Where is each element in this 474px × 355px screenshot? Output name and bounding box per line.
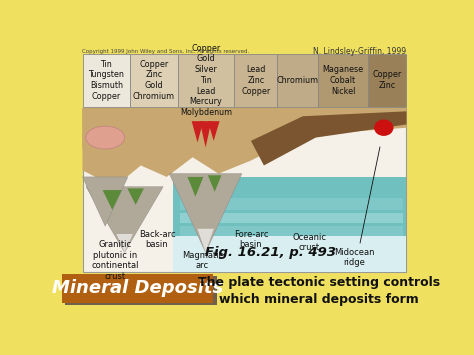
Text: Back-arc
basin: Back-arc basin (139, 230, 175, 249)
Polygon shape (128, 189, 144, 205)
Text: Copper
Zinc
Gold
Chromium: Copper Zinc Gold Chromium (133, 60, 175, 101)
Bar (63, 274, 213, 303)
Bar (318, 54, 368, 106)
Bar (130, 54, 178, 106)
Bar (65, 276, 217, 305)
Polygon shape (82, 108, 406, 187)
Text: N. Lindsley-Griffin, 1999: N. Lindsley-Griffin, 1999 (313, 47, 406, 56)
Polygon shape (208, 121, 219, 141)
Polygon shape (86, 187, 163, 252)
Ellipse shape (374, 120, 393, 136)
Polygon shape (116, 234, 133, 252)
Text: The plate tectonic setting controls
which mineral deposits form: The plate tectonic setting controls whic… (198, 275, 440, 306)
Bar (180, 213, 403, 223)
Bar (82, 54, 130, 106)
Text: Chromium: Chromium (277, 76, 319, 85)
Polygon shape (82, 177, 128, 226)
Text: Oceanic
crust: Oceanic crust (292, 233, 326, 252)
Bar (277, 54, 318, 106)
Text: Granitic
plutonic in
continental
crust: Granitic plutonic in continental crust (91, 240, 138, 281)
Bar (368, 54, 406, 106)
Bar (173, 177, 406, 272)
Text: Maganese
Cobalt
Nickel: Maganese Cobalt Nickel (322, 65, 364, 95)
Text: Copyright 1999 John Wiley and Sons, Inc. All rights reserved.: Copyright 1999 John Wiley and Sons, Inc.… (82, 49, 250, 54)
Text: Copper
Zinc: Copper Zinc (373, 70, 402, 90)
Polygon shape (198, 229, 214, 252)
Polygon shape (102, 190, 122, 210)
Polygon shape (82, 108, 406, 157)
Bar (180, 226, 403, 236)
Polygon shape (169, 174, 242, 252)
Polygon shape (191, 121, 203, 142)
Polygon shape (173, 177, 406, 236)
Bar (178, 54, 234, 106)
Text: Copper
Gold
Silver
Tin
Lead
Mercury
Molybdenum: Copper Gold Silver Tin Lead Mercury Moly… (180, 44, 232, 117)
Text: Midocean
ridge: Midocean ridge (334, 247, 375, 267)
Bar (82, 108, 406, 272)
Polygon shape (187, 177, 203, 197)
Text: Magmatic
arc: Magmatic arc (182, 251, 223, 270)
Text: Fore-arc
basin: Fore-arc basin (234, 230, 268, 249)
Text: Mineral Deposits: Mineral Deposits (52, 279, 223, 297)
Ellipse shape (86, 126, 125, 149)
Polygon shape (251, 111, 406, 165)
Polygon shape (200, 121, 211, 147)
Text: Lead
Zinc
Copper: Lead Zinc Copper (241, 65, 271, 95)
Text: Tin
Tungsten
Bismuth
Copper: Tin Tungsten Bismuth Copper (88, 60, 124, 101)
Bar (180, 198, 403, 210)
Text: Fig. 16.21, p. 493: Fig. 16.21, p. 493 (205, 246, 336, 259)
Bar (234, 54, 277, 106)
Polygon shape (208, 175, 221, 192)
